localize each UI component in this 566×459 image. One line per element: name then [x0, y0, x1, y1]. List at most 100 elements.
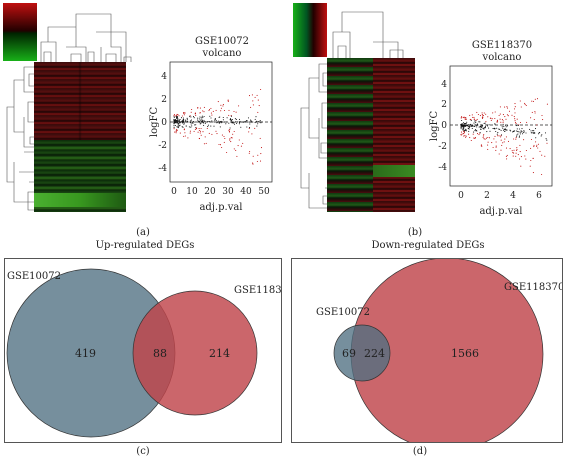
- volcano-point: [210, 112, 212, 114]
- volcano-point: [210, 125, 212, 127]
- volcano-point: [488, 124, 490, 126]
- volcano-point: [500, 129, 502, 131]
- volcano-point: [181, 126, 183, 128]
- volcano-point: [218, 143, 220, 146]
- volcano-point: [217, 121, 219, 123]
- volcano-point: [476, 111, 478, 113]
- volcano-point: [182, 121, 184, 123]
- volcano-point: [530, 159, 532, 162]
- volcano-point: [487, 136, 489, 139]
- venn-d-only-a: 69: [342, 347, 356, 360]
- volcano-point: [461, 116, 463, 118]
- volcano-point: [225, 123, 227, 125]
- volcano-point: [479, 128, 482, 130]
- volcano-point: [199, 119, 201, 121]
- volcano-point: [218, 121, 221, 123]
- volcano-point: [462, 130, 465, 132]
- volcano-point: [546, 103, 548, 105]
- volcano-point: [533, 132, 535, 135]
- volcano-point: [517, 130, 519, 132]
- volcano-point: [533, 118, 535, 121]
- volcano-point: [531, 100, 533, 102]
- volcano-point: [465, 129, 467, 131]
- volcano-point: [176, 128, 178, 130]
- volcano-point: [520, 130, 522, 132]
- volcano-point: [488, 137, 491, 139]
- volcano-point: [496, 119, 498, 121]
- volcano-point: [521, 128, 523, 130]
- volcano-point: [235, 111, 237, 113]
- volcano-point: [504, 130, 506, 132]
- volcano-point: [232, 121, 234, 123]
- volcano-point: [204, 136, 206, 138]
- volcano-point: [489, 117, 491, 119]
- volcano-point: [502, 122, 504, 124]
- volcano-point: [505, 147, 508, 149]
- volcano-point: [537, 143, 539, 145]
- venn-d-both: 224: [364, 347, 385, 360]
- volcano-point: [498, 153, 500, 155]
- volcano-point: [463, 131, 465, 133]
- volcano-point: [231, 137, 233, 139]
- venn-d-only-b: 1566: [451, 347, 479, 360]
- volcano-point: [534, 110, 536, 113]
- volcano-point: [255, 116, 257, 118]
- volcano-point: [202, 110, 204, 112]
- volcano-point: [520, 131, 522, 133]
- volcano-point: [260, 88, 262, 91]
- volcano-point: [499, 106, 501, 108]
- volcano-point: [223, 109, 226, 112]
- volcano-point: [173, 126, 175, 128]
- volcano-point: [474, 137, 476, 139]
- volcano-point: [473, 131, 475, 133]
- volcano-point: [250, 121, 252, 123]
- volcano-point: [180, 117, 183, 119]
- venn-c-only-a: 419: [75, 347, 96, 360]
- volcano-point: [237, 145, 239, 147]
- volcano-point: [531, 111, 533, 113]
- volcano-point: [173, 122, 175, 124]
- volcano-point: [238, 118, 241, 120]
- volcano-point: [505, 129, 507, 131]
- panel-c-label: (c): [136, 446, 150, 457]
- volcano-point: [240, 126, 242, 128]
- volcano-point: [218, 120, 220, 122]
- volcano-point: [226, 121, 228, 123]
- volcano-a-ytick: 0: [161, 118, 167, 128]
- volcano-point: [513, 108, 516, 110]
- volcano-point: [472, 116, 474, 118]
- volcano-point: [174, 131, 176, 133]
- volcano-point: [235, 121, 237, 123]
- volcano-point: [514, 103, 516, 105]
- volcano-point: [538, 132, 540, 134]
- volcano-a-title-2: volcano: [202, 48, 242, 59]
- volcano-point: [482, 127, 484, 130]
- volcano-point: [205, 142, 207, 144]
- volcano-point: [544, 155, 546, 157]
- volcano-point: [179, 121, 181, 123]
- volcano-point: [530, 130, 532, 132]
- volcano-point: [512, 152, 514, 154]
- volcano-point: [212, 110, 214, 112]
- volcano-point: [476, 118, 478, 120]
- volcano-point: [533, 144, 535, 146]
- volcano-point: [519, 144, 521, 146]
- volcano-point: [248, 152, 250, 154]
- volcano-point: [518, 131, 520, 133]
- volcano-point: [200, 127, 202, 130]
- volcano-point: [496, 133, 498, 135]
- volcano-point: [484, 122, 486, 124]
- volcano-point: [484, 127, 487, 129]
- volcano-point: [185, 125, 187, 127]
- volcano-point: [185, 121, 188, 123]
- volcano-point: [462, 122, 465, 124]
- volcano-point: [199, 130, 202, 132]
- volcano-point: [503, 141, 505, 143]
- volcano-point: [487, 141, 489, 143]
- volcano-point: [226, 151, 228, 154]
- volcano-point: [483, 122, 485, 124]
- volcano-point: [498, 114, 500, 117]
- volcano-point: [518, 135, 521, 137]
- volcano-point: [173, 114, 176, 116]
- volcano-point: [216, 133, 218, 135]
